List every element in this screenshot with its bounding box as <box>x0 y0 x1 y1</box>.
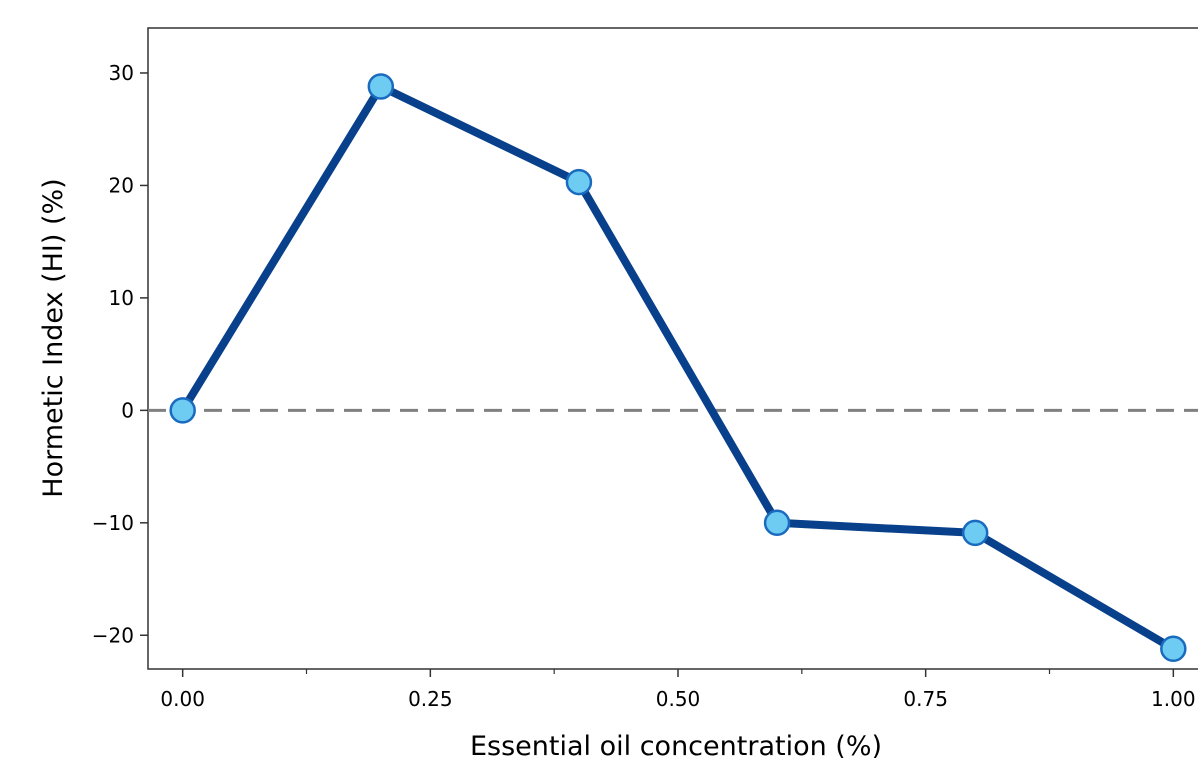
x-tick-label: 1.00 <box>1151 687 1196 711</box>
data-point <box>961 519 989 547</box>
x-axis-label: Essential oil concentration (%) <box>470 731 882 758</box>
y-tick-label: 10 <box>109 286 134 310</box>
y-tick-label: −10 <box>92 511 134 535</box>
data-point <box>763 509 791 537</box>
series-line <box>178 82 1178 653</box>
y-tick-label: 0 <box>121 398 134 422</box>
data-point <box>1160 635 1187 663</box>
y-tick-label: 20 <box>109 173 134 197</box>
x-tick-label: 0.25 <box>408 687 453 711</box>
x-tick-label: 0.00 <box>160 687 205 711</box>
x-tick-label: 0.75 <box>903 687 948 711</box>
series-group <box>169 73 1187 663</box>
data-point <box>169 397 196 424</box>
data-point <box>367 73 395 100</box>
y-tick-label: −20 <box>92 623 134 647</box>
y-axis-ticks: −20 −10 0 10 20 30 <box>92 61 148 647</box>
y-axis-label: Hormetic Index (HI) (%) <box>38 178 69 497</box>
x-tick-label: 0.50 <box>656 687 701 711</box>
x-axis-ticks: 0.00 0.25 0.50 0.75 1.00 <box>160 669 1196 711</box>
data-point <box>565 168 593 196</box>
y-tick-label: 30 <box>109 61 134 85</box>
